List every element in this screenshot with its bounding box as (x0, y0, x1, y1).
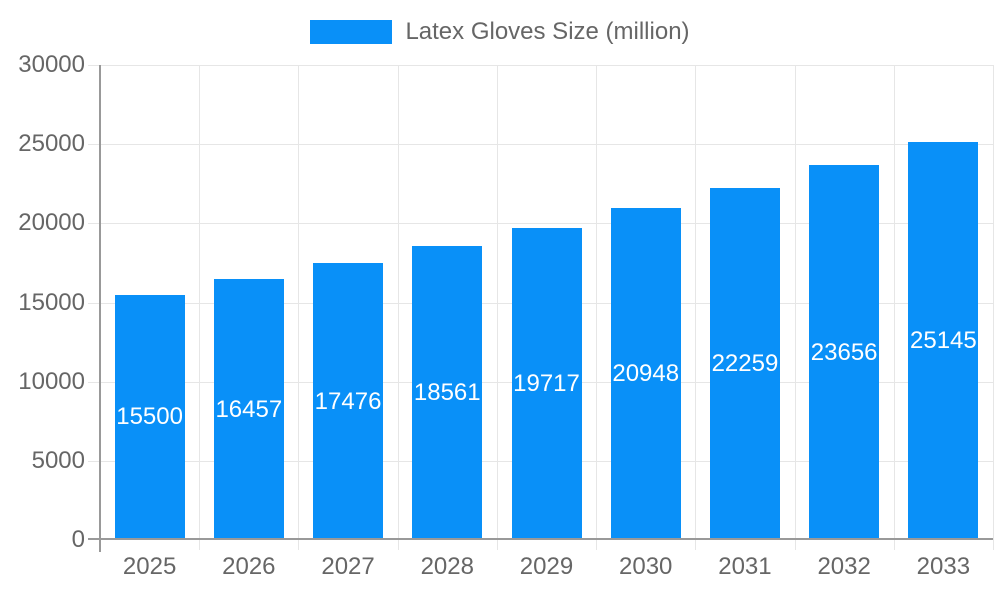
legend-label: Latex Gloves Size (million) (405, 18, 690, 45)
bar-value-label: 23656 (810, 338, 878, 366)
bar-value-label: 25145 (910, 326, 977, 354)
v-gridline (397, 65, 399, 550)
bar-2026[interactable]: 16457 (213, 279, 284, 540)
y-tick-label: 25000 (18, 130, 85, 158)
x-tick-label: 2025 (122, 553, 177, 580)
h-gridline (88, 65, 993, 66)
v-gridline (298, 65, 300, 550)
bar-value-label: 16457 (215, 395, 283, 423)
x-tick-label: 2028 (420, 553, 474, 580)
x-tick-label: 2030 (619, 553, 673, 580)
v-gridline (993, 65, 994, 550)
y-tick-label: 5000 (31, 446, 85, 474)
v-gridline (893, 65, 895, 550)
bar-value-label: 20948 (612, 360, 680, 388)
h-gridline (88, 144, 993, 146)
bar-2030[interactable]: 20948 (610, 208, 681, 540)
plot-area: 15500 16457 17476 18561 19717 20948 22259 23656… (88, 65, 994, 550)
y-tick-label: 20000 (18, 209, 85, 237)
v-gridline (695, 65, 697, 550)
y-tick-label: 15000 (18, 288, 85, 316)
legend[interactable]: Latex Gloves Size (million) (0, 18, 1000, 46)
y-tick-label: 10000 (18, 367, 85, 395)
v-gridline (596, 65, 598, 550)
bar-2029[interactable]: 19717 (511, 227, 582, 540)
bar-2025[interactable]: 15500 (114, 294, 185, 540)
x-tick-label: 2031 (718, 553, 772, 580)
bar-value-label: 22259 (711, 349, 779, 377)
bar-2027[interactable]: 17476 (313, 263, 384, 540)
h-gridline (88, 223, 993, 225)
v-gridline (496, 65, 498, 550)
y-tick-label: 30000 (18, 51, 85, 78)
x-tick-label: 2027 (321, 553, 375, 580)
bar-2032[interactable]: 23656 (809, 165, 880, 540)
v-gridline (794, 65, 796, 550)
bar-value-label: 15500 (116, 403, 183, 431)
y-axis-line (99, 65, 101, 552)
bar-value-label: 18561 (413, 379, 481, 407)
x-tick-label: 2029 (519, 553, 574, 580)
bar-2028[interactable]: 18561 (412, 246, 483, 540)
y-tick-label: 0 (71, 526, 85, 553)
legend-swatch-icon (310, 20, 393, 44)
bar-value-label: 17476 (314, 387, 382, 415)
bar-value-label: 19717 (513, 369, 580, 397)
v-gridline (199, 65, 201, 550)
x-tick-label: 2033 (916, 553, 971, 580)
x-axis-line (88, 538, 993, 540)
x-tick-label: 2032 (817, 553, 871, 580)
bar-2031[interactable]: 22259 (709, 187, 780, 540)
x-tick-label: 2026 (222, 553, 276, 580)
bar-2033[interactable]: 25145 (908, 141, 979, 540)
